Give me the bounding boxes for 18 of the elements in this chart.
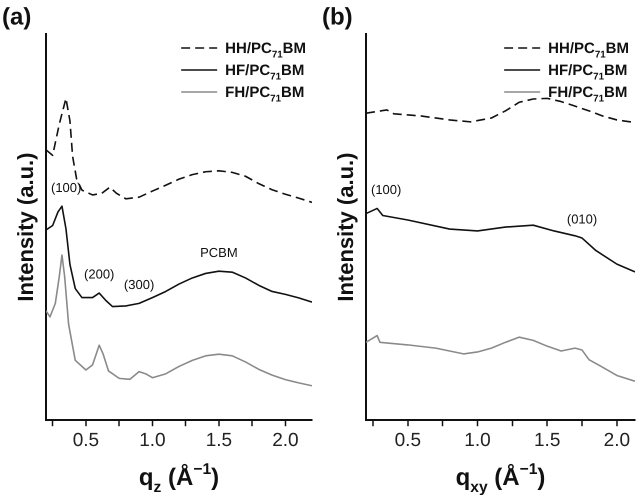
- x-tick-label: 2.0: [272, 430, 299, 451]
- x-tick-label: 2.0: [604, 430, 630, 451]
- x-tick-label: 0.5: [72, 430, 100, 451]
- annotation: (300): [124, 276, 154, 292]
- annotation: (100): [370, 182, 402, 198]
- annotation: (010): [566, 212, 598, 227]
- chart-title: (a): [2, 4, 32, 31]
- annotation: (100): [50, 180, 82, 195]
- annotation: (200): [84, 266, 114, 282]
- annotation: PCBM: [200, 244, 238, 260]
- y-axis-title: Intensity (a.u.): [333, 152, 358, 302]
- x-tick-label: 1.0: [139, 430, 166, 451]
- y-axis-title: Intensity (a.u.): [13, 152, 38, 302]
- x-tick-label: 1.5: [206, 430, 232, 451]
- x-tick-label: 0.5: [394, 430, 422, 451]
- x-tick-label: 1.5: [534, 430, 560, 451]
- chart-title: (b): [322, 4, 353, 31]
- x-tick-label: 1.0: [464, 430, 491, 451]
